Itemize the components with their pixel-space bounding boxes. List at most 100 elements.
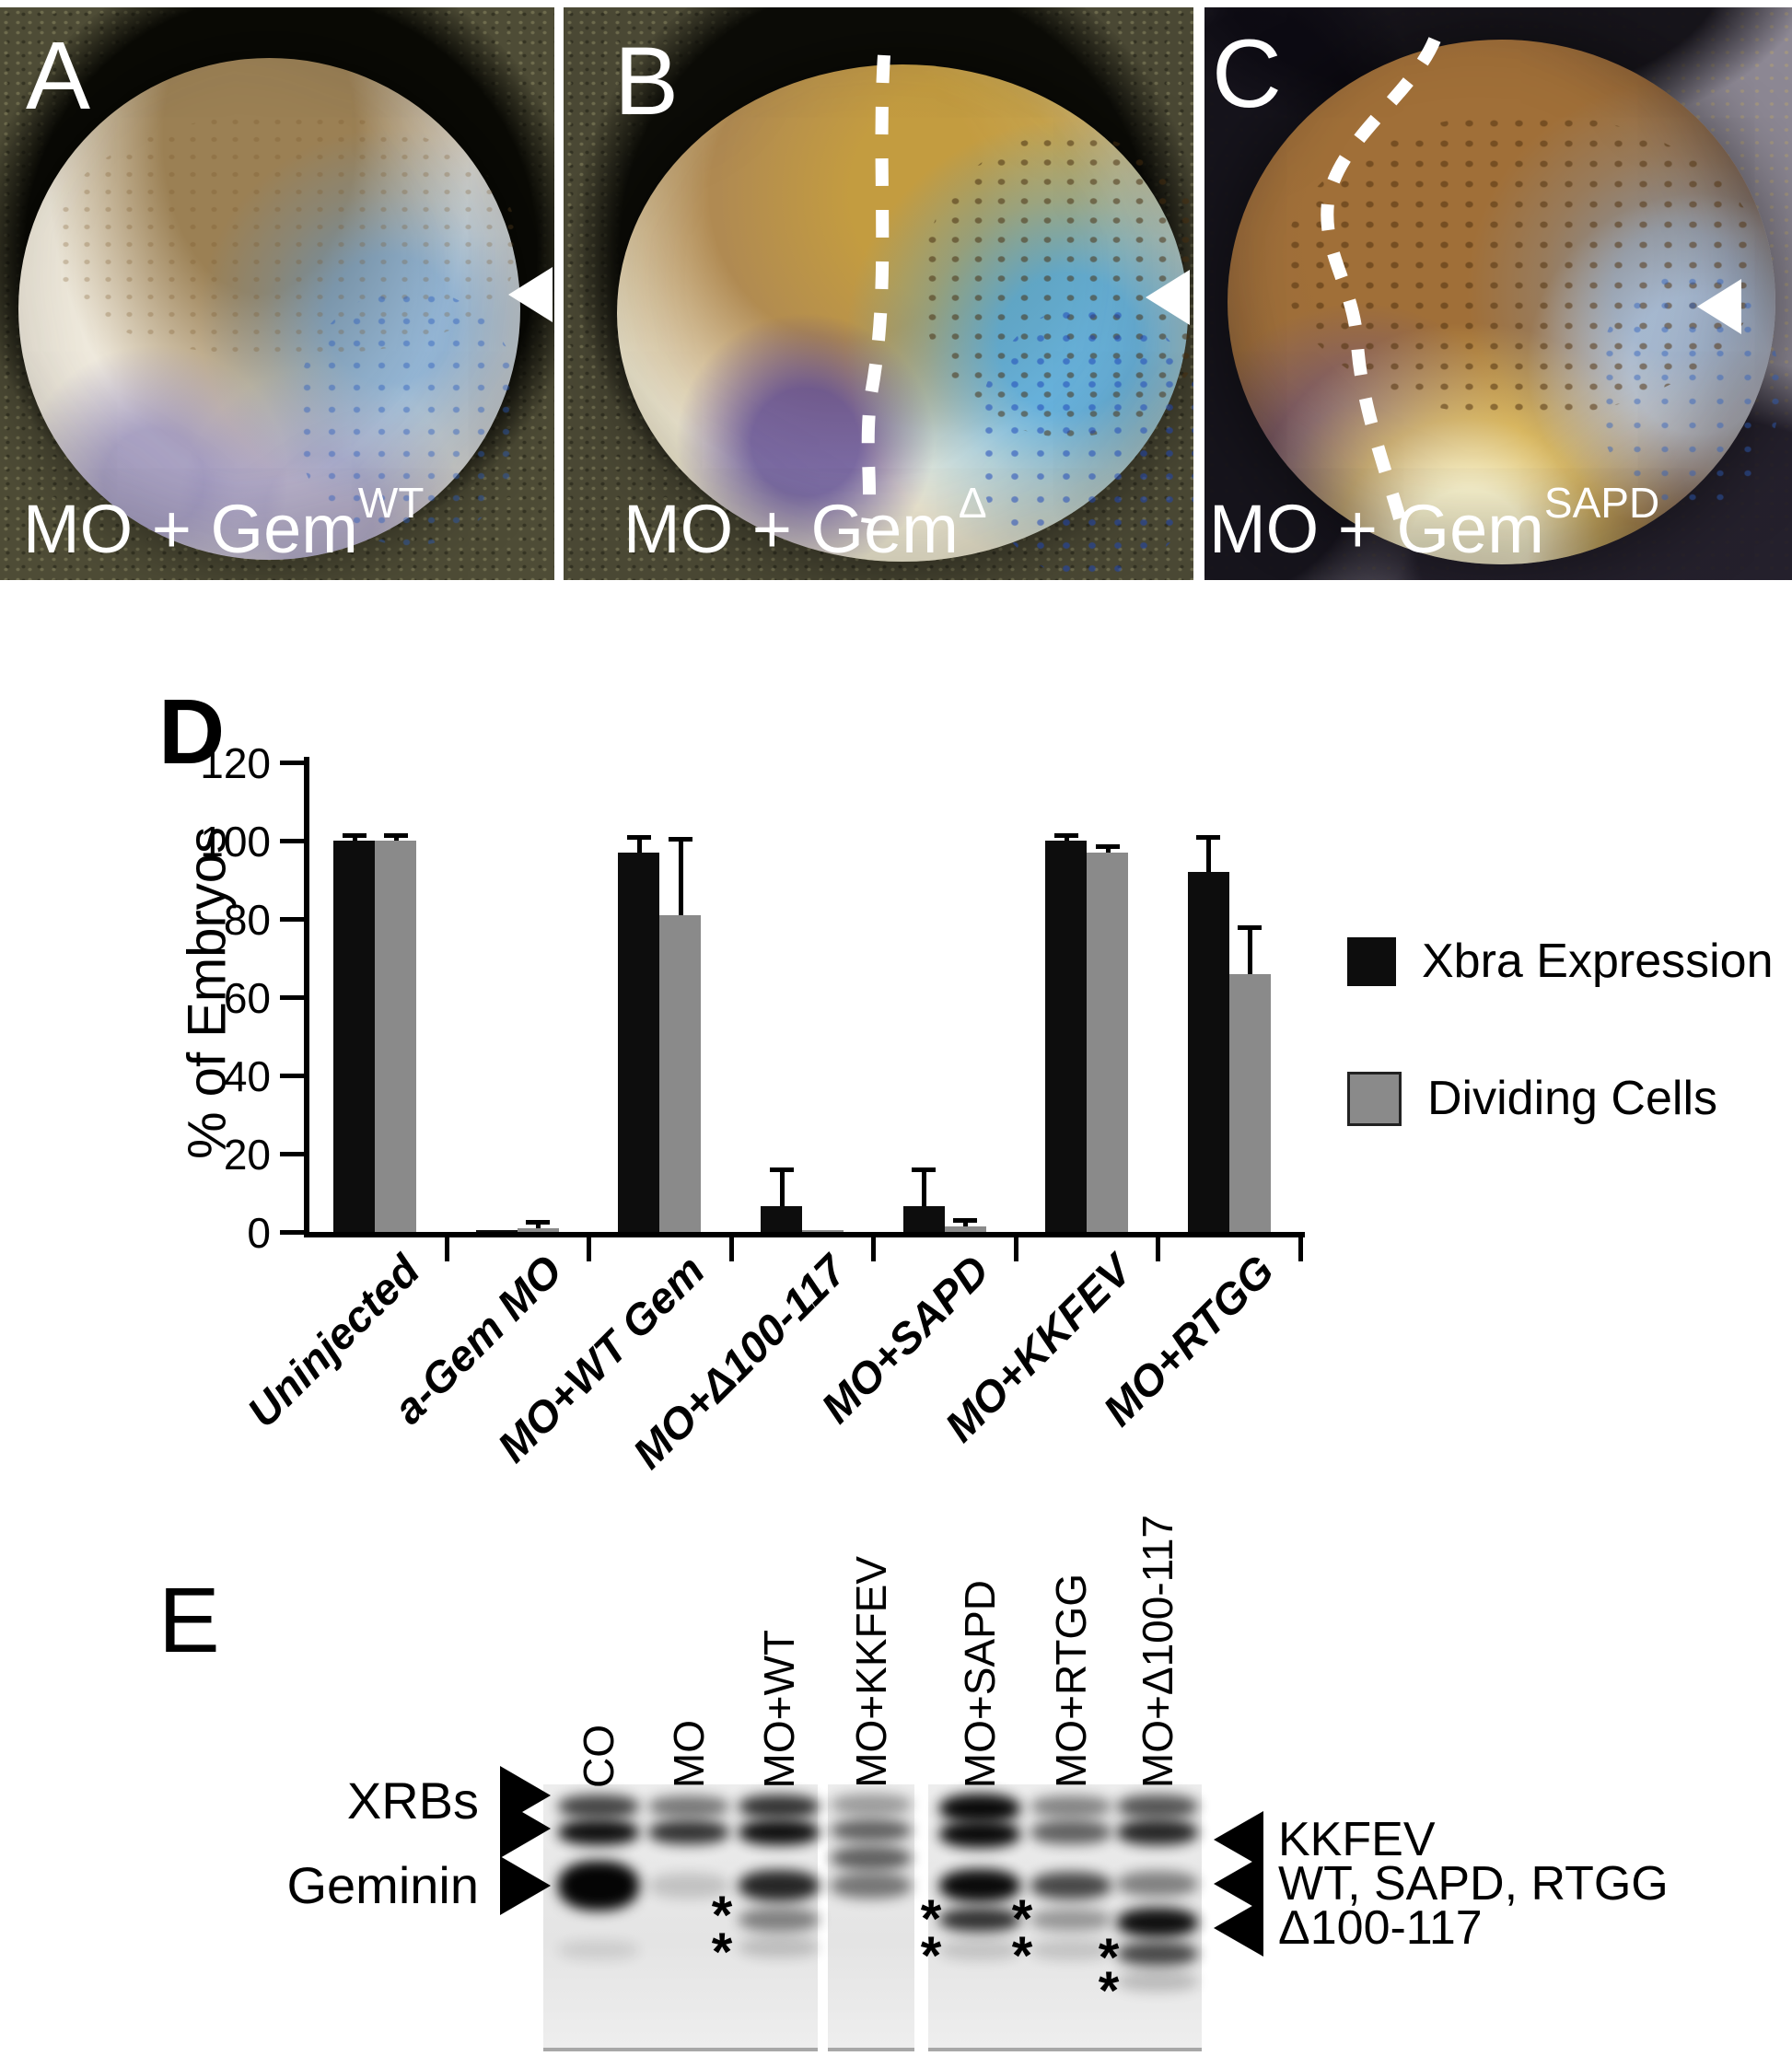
y-tick-label: 80 — [223, 896, 271, 944]
y-tick-label: 60 — [223, 974, 271, 1022]
y-axis-line — [304, 757, 309, 1237]
blot-band — [739, 1795, 820, 1818]
blot-band — [939, 1908, 1020, 1932]
blot-band — [1030, 1820, 1111, 1844]
blot-band — [739, 1819, 820, 1845]
degradation-asterisk: * — [711, 1922, 733, 1982]
y-tick-label: 100 — [200, 818, 271, 865]
blot-band — [739, 1870, 820, 1901]
blot-band — [831, 1819, 912, 1841]
x-axis-line — [304, 1232, 1305, 1237]
blot-band — [1117, 1971, 1198, 1992]
y-tick — [280, 761, 304, 765]
panel-d-letter: D — [158, 680, 226, 784]
error-bar-cap — [1053, 832, 1078, 838]
panel-a-caption: MO + GemWT — [23, 482, 424, 563]
error-bar — [678, 838, 683, 915]
x-tick — [444, 1232, 449, 1261]
y-tick — [280, 1152, 304, 1156]
x-tick — [1156, 1232, 1161, 1261]
blot-band — [558, 1861, 639, 1911]
bar-MO+KKFEV-dividing — [1087, 852, 1129, 1232]
degradation-asterisk: * — [1011, 1889, 1033, 1949]
degradation-asterisk: * — [1098, 1961, 1120, 2021]
legend-label-xbra: Xbra Expression — [1422, 935, 1774, 988]
blot-band — [558, 1940, 639, 1960]
blot-band — [939, 1794, 1020, 1823]
error-bar-cap — [1238, 924, 1263, 930]
bar-MO+Δ100-117-xbra — [761, 1206, 802, 1232]
bar-MO+SAPD-xbra — [902, 1206, 945, 1232]
blot-band — [1030, 1940, 1111, 1960]
blot-band — [1117, 1871, 1198, 1897]
bar-MO+RTGG-dividing — [1228, 973, 1271, 1232]
panel-c-letter: C — [1212, 20, 1282, 128]
blot-band — [739, 1908, 820, 1932]
blot-lane-label: MO+RTGG — [1047, 1573, 1095, 1788]
error-bar — [963, 1220, 969, 1226]
panel-b-arrowhead-icon — [1146, 270, 1190, 325]
blot-label-xrbs: XRBs — [346, 1771, 479, 1829]
bar-MO+Δ100-117-dividing — [802, 1229, 844, 1232]
error-bar-cap — [526, 1220, 551, 1225]
legend-item-xbra: Xbra Expression — [1347, 934, 1774, 989]
error-bar-cap — [1095, 844, 1120, 850]
y-tick — [280, 995, 304, 1000]
error-bar-cap — [769, 1167, 794, 1172]
blot-label-geminin: Geminin — [286, 1856, 479, 1914]
y-tick — [280, 917, 304, 922]
error-bar-cap — [383, 832, 408, 838]
y-tick-label: 40 — [223, 1052, 271, 1100]
panel-b-caption-text: MO + Gem — [623, 491, 959, 567]
error-bar-cap — [668, 836, 692, 842]
panel-e-letter: E — [158, 1569, 220, 1672]
blot-lane-label: MO+SAPD — [956, 1579, 1004, 1788]
x-tick — [587, 1232, 592, 1261]
blot-band — [558, 1819, 639, 1845]
error-bar — [352, 834, 357, 841]
degradation-asterisk: * — [1098, 1928, 1120, 1988]
blot-lane-label: MO+Δ100-117 — [1134, 1514, 1181, 1788]
error-bar-cap — [626, 834, 651, 840]
blot-lane-label: MO+WT — [755, 1629, 803, 1788]
xrbs-arrowhead-icon-2 — [500, 1799, 551, 1858]
x-tick — [1013, 1232, 1018, 1261]
error-bar-cap — [342, 832, 367, 838]
bar-MO+RTGG-xbra — [1187, 872, 1229, 1232]
error-bar-cap — [912, 1167, 937, 1172]
blot-band — [1030, 1795, 1111, 1818]
bar-MO+KKFEV-xbra — [1045, 841, 1088, 1232]
error-bar — [1105, 846, 1111, 853]
legend-item-dividing: Dividing Cells — [1347, 1071, 1717, 1126]
x-tick — [728, 1232, 734, 1261]
error-bar — [393, 834, 399, 841]
error-bar — [1248, 926, 1253, 974]
y-tick-label: 120 — [200, 739, 271, 787]
bar-MO+WT Gem-xbra — [618, 852, 660, 1232]
degradation-asterisk: * — [920, 1889, 942, 1949]
blot-lane-label: MO — [665, 1719, 713, 1788]
panel-a-arrowhead-icon — [508, 267, 553, 322]
blot-band — [1117, 1908, 1198, 1937]
blot-label-wt-sapd-rtgg: WT, SAPD, RTGG — [1278, 1857, 1669, 1911]
panel-c-arrowhead-icon — [1697, 279, 1741, 334]
blot-band — [1117, 1942, 1198, 1966]
x-tick — [871, 1232, 877, 1261]
degradation-asterisk: * — [711, 1886, 733, 1946]
panel-a-caption-sup: WT — [357, 479, 425, 527]
blot-lane-label: CO — [575, 1725, 623, 1788]
blot-band — [1030, 1872, 1111, 1899]
panel-b-letter: B — [614, 28, 680, 135]
delta100-117-arrowhead-icon — [1214, 1899, 1263, 1957]
blot-band — [648, 1820, 729, 1844]
panel-c-caption: MO + GemSAPD — [1209, 482, 1659, 563]
degradation-asterisk: * — [920, 1926, 942, 1986]
blot-band — [939, 1940, 1020, 1960]
error-bar — [636, 836, 642, 853]
x-tick — [1298, 1232, 1303, 1261]
panel-b: B MO + GemΔ — [564, 7, 1193, 580]
panel-c: C MO + GemSAPD — [1204, 7, 1792, 580]
y-tick — [280, 839, 304, 843]
blot-band — [939, 1820, 1020, 1848]
